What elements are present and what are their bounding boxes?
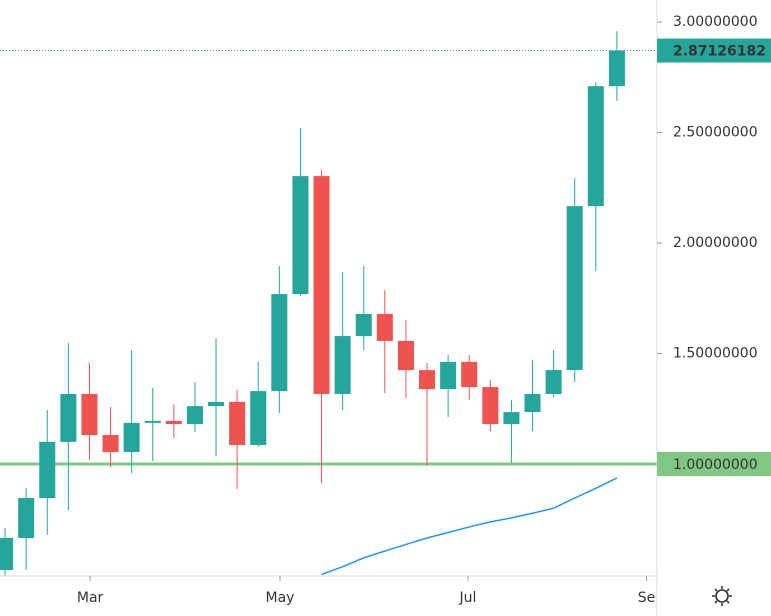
candle-body (165, 420, 182, 424)
candle-body (18, 498, 35, 538)
candle-body (144, 420, 161, 423)
candle-body (587, 86, 604, 207)
candle-body (566, 206, 583, 371)
candle-body (503, 412, 520, 424)
candle-body (250, 391, 267, 445)
candle-body (123, 422, 140, 453)
axes: 1.50000000 2.00000000 2.50000000 3.00000000… (77, 14, 771, 606)
last-price-box (657, 38, 771, 63)
candle-body (39, 441, 56, 499)
x-tick-label: Mar (77, 590, 104, 606)
horizontal-line-label: 1.00000000 (673, 457, 758, 473)
y-tick-label: 1.50000000 (673, 346, 758, 362)
candle-body (545, 370, 562, 394)
candle-body (608, 50, 625, 87)
candle-body (229, 401, 246, 445)
candle-body (208, 401, 225, 407)
plot-area (0, 31, 657, 576)
candle-body (102, 435, 119, 453)
candle-body (334, 336, 351, 394)
candle-body (482, 387, 499, 424)
candle-body (186, 406, 203, 424)
last-price-label: 2.87126182 (673, 44, 766, 60)
candle-body (60, 393, 77, 442)
candle-body (461, 361, 478, 388)
x-tick-label: Se (638, 590, 656, 606)
candle-body (271, 294, 288, 392)
candle-body (81, 393, 98, 436)
horizontal-line-label-box (657, 451, 771, 476)
y-tick-label: 2.50000000 (673, 125, 758, 141)
x-tick-label: May (265, 590, 294, 606)
candle-body (355, 313, 372, 337)
candle-body (376, 313, 393, 341)
candle-body (524, 393, 541, 413)
candle-body (419, 370, 436, 390)
candle-body (440, 361, 457, 390)
x-tick-label: Jul (459, 590, 477, 606)
candle-body (313, 176, 330, 394)
settings-icon[interactable] (712, 586, 732, 606)
candle-body (0, 537, 14, 571)
candle-body (397, 340, 414, 371)
moving-average (321, 477, 618, 576)
y-tick-label: 3.00000000 (673, 14, 758, 30)
y-tick-label: 2.00000000 (673, 235, 758, 251)
candle-body (292, 176, 309, 295)
